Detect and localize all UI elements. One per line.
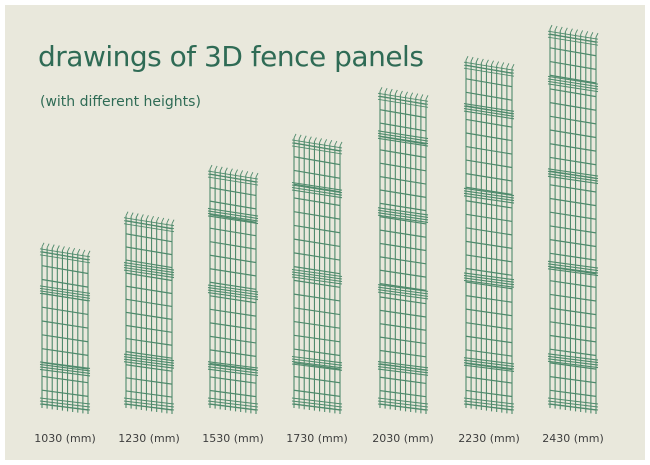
panel-height-label: 1030 (mm) — [34, 432, 96, 445]
fence-panel — [377, 87, 429, 414]
panel-height-label: 1730 (mm) — [286, 432, 348, 445]
fence-panel — [547, 24, 599, 414]
panel-height-label: 2030 (mm) — [372, 432, 434, 445]
panel-height-label: 2430 (mm) — [542, 432, 604, 445]
fence-panel — [291, 133, 343, 414]
fence-panels-figure: drawings of 3D fence panels (with differ… — [5, 5, 645, 460]
fence-panel — [207, 164, 259, 414]
fence-panel — [39, 242, 91, 414]
figure-subtitle: (with different heights) — [40, 94, 201, 110]
fence-drawings — [39, 24, 599, 414]
panel-height-label: 1230 (mm) — [118, 432, 180, 445]
fence-panel — [123, 211, 175, 414]
panel-height-label: 1530 (mm) — [202, 432, 264, 445]
panel-height-label: 2230 (mm) — [458, 432, 520, 445]
figure-title: drawings of 3D fence panels — [38, 40, 424, 73]
fence-panel — [463, 56, 515, 414]
